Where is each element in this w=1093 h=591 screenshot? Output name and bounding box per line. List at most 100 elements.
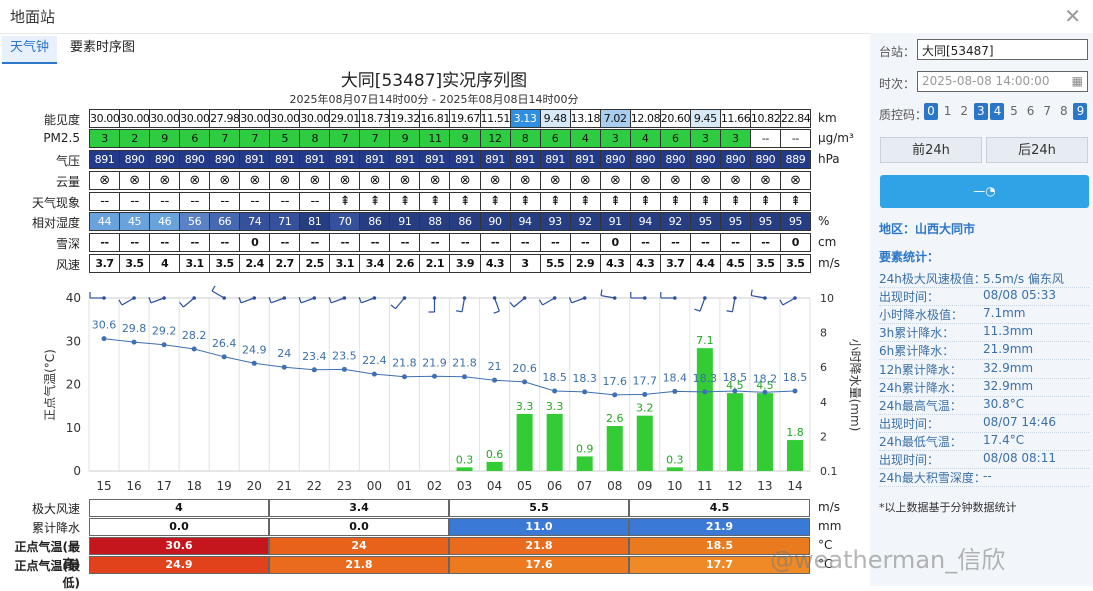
stat-key: 24h最大积雪深度： bbox=[879, 471, 986, 486]
stat-key: 出现时间： bbox=[879, 453, 940, 467]
y-tick-label: 0 bbox=[73, 464, 81, 478]
row-label: PM2.5 bbox=[43, 131, 80, 145]
x-tick-label: 16 bbox=[126, 479, 141, 493]
table-cell: 2.9 bbox=[569, 254, 601, 273]
stat-row: 3h累计降水： 11.3mm bbox=[879, 324, 1089, 343]
stat-key: 3h累计降水： bbox=[879, 326, 955, 341]
summary-cell: 18.5 bbox=[629, 537, 810, 555]
y-tick-label: 40 bbox=[66, 291, 81, 305]
x-tick-label: 22 bbox=[307, 479, 322, 493]
table-cell: 12 bbox=[479, 129, 511, 148]
table-cell: 29.01 bbox=[329, 109, 361, 128]
table-cell: 46 bbox=[149, 212, 181, 231]
summary-cell: 17.6 bbox=[449, 556, 629, 574]
table-cell: 2.4 bbox=[239, 254, 271, 273]
y2-axis-label: 小时降水量(mm) bbox=[848, 339, 862, 432]
temperature-label: 20.6 bbox=[512, 362, 537, 375]
time-field[interactable]: 2025-08-08 14:00:00 ▦ bbox=[917, 71, 1088, 92]
temperature-label: 18.2 bbox=[753, 372, 778, 385]
qc-code-8[interactable]: 8 bbox=[1059, 104, 1068, 118]
table-cell: 891 bbox=[239, 150, 271, 169]
tab-element-timeseries[interactable]: 要素时序图 bbox=[70, 40, 136, 55]
stat-key: 24h最低气温： bbox=[879, 434, 962, 449]
qc-code-0[interactable]: 0 bbox=[924, 103, 938, 120]
qc-code-1[interactable]: 1 bbox=[943, 104, 952, 118]
stat-row: 出现时间： 08/08 05:33 bbox=[879, 288, 1089, 307]
prev-24h-button[interactable]: 前24h bbox=[880, 137, 982, 163]
temperature-label: 21.8 bbox=[392, 357, 417, 370]
table-cell: ⇞ bbox=[779, 192, 811, 211]
table-cell: -- bbox=[119, 233, 151, 252]
summary-cell: 5.5 bbox=[449, 499, 629, 517]
temperature-label: 23.4 bbox=[302, 350, 327, 363]
summary-cell: 24 bbox=[269, 537, 449, 555]
stat-key: 24h累计降水： bbox=[879, 380, 962, 395]
table-cell: 891 bbox=[329, 150, 361, 169]
qc-code-5[interactable]: 5 bbox=[1010, 104, 1018, 118]
x-tick-label: 23 bbox=[337, 479, 352, 493]
table-cell: 3.1 bbox=[329, 254, 361, 273]
station-field[interactable]: 大同[53487] bbox=[917, 39, 1088, 60]
wind-barb bbox=[183, 297, 195, 308]
table-cell: 2.5 bbox=[299, 254, 331, 273]
qc-code-2[interactable]: 2 bbox=[960, 104, 968, 118]
x-tick-label: 10 bbox=[667, 479, 682, 493]
stat-key: 6h累计降水： bbox=[879, 344, 955, 359]
table-cell: 890 bbox=[749, 150, 781, 169]
wind-barb bbox=[330, 297, 345, 304]
query-button[interactable]: —◔ bbox=[880, 175, 1089, 208]
stat-key: 出现时间： bbox=[879, 416, 940, 431]
table-cell: 92 bbox=[569, 212, 601, 231]
temperature-label: 21.9 bbox=[422, 356, 447, 369]
temperature-label: 24.9 bbox=[242, 343, 267, 356]
calendar-icon[interactable]: ▦ bbox=[1071, 74, 1083, 88]
temperature-point bbox=[672, 388, 678, 394]
table-cell: 891 bbox=[509, 150, 541, 169]
qc-code-6[interactable]: 6 bbox=[1026, 104, 1035, 118]
table-cell: 30.00 bbox=[269, 109, 301, 128]
x-tick-label: 20 bbox=[247, 479, 262, 493]
table-cell: 13.18 bbox=[569, 109, 601, 128]
qc-code-9[interactable]: 9 bbox=[1073, 103, 1088, 120]
table-cell: 2.6 bbox=[389, 254, 421, 273]
next-24h-button[interactable]: 后24h bbox=[986, 137, 1088, 163]
qc-code-7[interactable]: 7 bbox=[1043, 104, 1051, 118]
temperature-label: 29.2 bbox=[152, 325, 177, 338]
summary-row-unit: °C bbox=[818, 538, 833, 552]
row-label: 能见度 bbox=[43, 113, 80, 127]
row-label: 云量 bbox=[55, 175, 80, 189]
row-label: 雪深 bbox=[55, 237, 80, 251]
table-cell: 4 bbox=[149, 254, 181, 273]
time-label: 时次： bbox=[879, 77, 916, 91]
summary-cell: 17.7 bbox=[629, 556, 810, 574]
loading-icon: —◔ bbox=[973, 184, 996, 198]
summary-row-unit: mm bbox=[818, 519, 842, 533]
y-tick-label: 10 bbox=[66, 421, 81, 435]
summary-cell: 4 bbox=[89, 499, 269, 517]
x-tick-label: 07 bbox=[577, 479, 592, 493]
qc-code-4[interactable]: 4 bbox=[990, 103, 1005, 120]
summary-row-label: 极大风速 bbox=[31, 502, 80, 516]
temperature-label: 21.8 bbox=[452, 357, 477, 370]
close-icon[interactable]: ✕ bbox=[1064, 4, 1081, 28]
temperature-label: 18.5 bbox=[542, 371, 567, 384]
temperature-label: 21 bbox=[488, 360, 502, 373]
table-cell: 44 bbox=[89, 212, 121, 231]
tab-weather-clock[interactable]: 天气钟 bbox=[2, 36, 58, 64]
precip-bar bbox=[756, 393, 773, 471]
stat-value: 21.9mm bbox=[983, 342, 1034, 357]
precip-bar bbox=[726, 393, 743, 471]
chart-subtitle: 2025年08月07日14时00分 - 2025年08月08日14时00分 bbox=[289, 93, 579, 106]
wind-barb bbox=[542, 297, 555, 306]
stat-row: 24h最高气温： 30.8°C bbox=[879, 397, 1089, 415]
summary-cell: 11.0 bbox=[449, 518, 629, 536]
wind-barb bbox=[699, 297, 706, 312]
summary-row-label: 正点气温(最高) bbox=[14, 540, 81, 571]
stat-row: 12h累计降水： 32.9mm bbox=[879, 361, 1089, 379]
qc-code-3[interactable]: 3 bbox=[973, 103, 988, 120]
temperature-label: 17.7 bbox=[633, 374, 658, 387]
wind-barb bbox=[751, 294, 766, 299]
table-cell: 3 bbox=[689, 129, 721, 148]
summary-cell: 4.5 bbox=[629, 499, 810, 517]
temperature-label: 29.8 bbox=[122, 322, 147, 335]
